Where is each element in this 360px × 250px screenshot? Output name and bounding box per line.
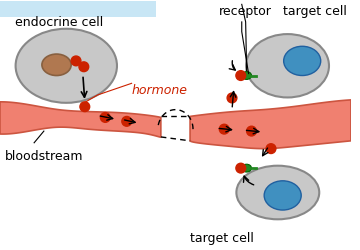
Polygon shape (190, 100, 351, 149)
Ellipse shape (284, 47, 321, 76)
FancyBboxPatch shape (0, 2, 156, 18)
Circle shape (100, 113, 110, 123)
Ellipse shape (42, 55, 71, 76)
Text: target cell: target cell (283, 5, 347, 18)
Polygon shape (0, 102, 161, 138)
Ellipse shape (264, 181, 301, 210)
Text: receptor: receptor (219, 5, 272, 18)
Ellipse shape (242, 164, 252, 172)
Ellipse shape (246, 35, 329, 98)
Text: endocrine cell: endocrine cell (15, 16, 103, 29)
Text: target cell: target cell (190, 232, 254, 244)
Circle shape (247, 127, 256, 136)
Circle shape (266, 144, 276, 154)
Circle shape (80, 102, 90, 112)
Text: hormone: hormone (132, 84, 188, 97)
Text: bloodstream: bloodstream (5, 149, 84, 162)
Circle shape (236, 71, 246, 81)
Circle shape (236, 164, 246, 173)
Ellipse shape (15, 30, 117, 104)
Circle shape (79, 63, 89, 72)
Circle shape (219, 125, 229, 134)
Ellipse shape (242, 72, 252, 80)
Circle shape (122, 117, 132, 127)
Circle shape (227, 94, 237, 104)
Ellipse shape (237, 166, 319, 220)
Circle shape (71, 57, 81, 66)
